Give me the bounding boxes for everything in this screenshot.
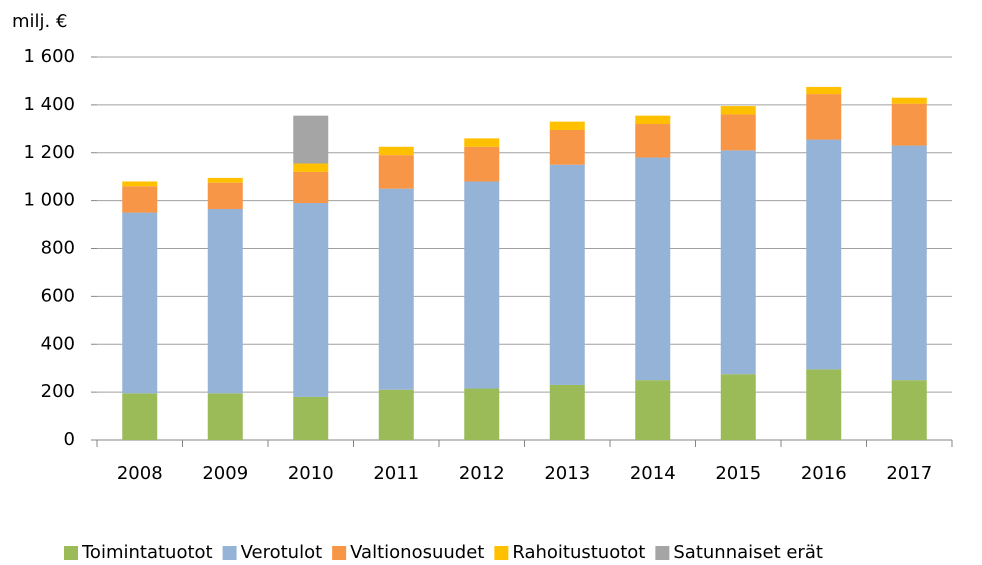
y-tick-label: 200	[41, 381, 75, 402]
x-tick-label: 2016	[801, 463, 847, 484]
bar-segment	[806, 139, 842, 370]
x-tick-label: 2010	[288, 463, 334, 484]
bar-segment	[720, 374, 756, 440]
bar-segment	[207, 177, 243, 183]
bar-segment	[549, 121, 585, 131]
legend-swatch	[655, 546, 670, 560]
x-tick-label: 2014	[630, 463, 676, 484]
y-tick-label: 1 200	[23, 142, 75, 163]
bar-segment	[378, 188, 414, 390]
bar-segment	[122, 181, 158, 187]
y-tick-label: 1 600	[23, 46, 75, 67]
x-tick-label: 2012	[459, 463, 505, 484]
legend-swatch	[64, 546, 78, 560]
bar-segment	[549, 164, 585, 385]
bar-segment	[891, 103, 927, 146]
x-tick-label: 2015	[715, 463, 761, 484]
x-tick-label: 2008	[117, 463, 163, 484]
bar-segment	[891, 97, 927, 104]
bar-segment	[549, 130, 585, 165]
bar-segment	[378, 146, 414, 156]
bar-segment	[378, 389, 414, 440]
bar-segment	[378, 155, 414, 189]
bar-segment	[806, 369, 842, 440]
bar-segment	[293, 115, 329, 164]
y-tick-label: 600	[41, 285, 75, 306]
bar-segment	[122, 186, 158, 213]
x-tick-label: 2017	[886, 463, 932, 484]
bar-segment	[464, 138, 500, 147]
bar-segment	[635, 380, 671, 440]
legend-label: Verotulot	[241, 542, 323, 563]
legend-swatch	[332, 546, 347, 560]
legend-swatch	[222, 546, 237, 560]
x-tick-label: 2013	[544, 463, 590, 484]
bar-segment	[207, 393, 243, 440]
bar-segment	[207, 209, 243, 394]
bar-segment	[806, 94, 842, 140]
bar-segment	[635, 124, 671, 158]
bar-segment	[464, 388, 500, 440]
legend-label: Toimintatuotot	[81, 542, 213, 563]
bar-segment	[891, 145, 927, 381]
bar-segment	[122, 212, 158, 394]
bar-segment	[293, 171, 329, 204]
bar-segment	[207, 182, 243, 210]
x-tick-label: 2009	[202, 463, 248, 484]
bar-segment	[464, 146, 500, 182]
legend-label: Rahoitustuotot	[512, 542, 645, 563]
y-tick-label: 0	[64, 429, 75, 450]
bar-segment	[293, 163, 329, 172]
bar-segment	[635, 157, 671, 381]
bar-segment	[635, 115, 671, 125]
y-tick-label: 400	[41, 333, 75, 354]
y-axis-label: milj. €	[12, 11, 67, 32]
bar-segment	[891, 380, 927, 440]
legend-label: Valtionosuudet	[350, 542, 484, 563]
legend-swatch	[494, 546, 509, 560]
y-tick-label: 800	[41, 238, 75, 259]
y-tick-label: 1 400	[23, 94, 75, 115]
bar-segment	[720, 106, 756, 115]
x-tick-label: 2011	[373, 463, 419, 484]
bar-segment	[720, 114, 756, 151]
bar-segment	[122, 393, 158, 440]
bar-segment	[720, 150, 756, 375]
legend-label: Satunnaiset erät	[673, 542, 823, 563]
bar-segment	[293, 396, 329, 440]
bar-segment	[806, 86, 842, 95]
y-tick-label: 1 000	[23, 190, 75, 211]
bar-segment	[464, 181, 500, 389]
bar-segment	[293, 203, 329, 397]
bar-segment	[549, 384, 585, 440]
